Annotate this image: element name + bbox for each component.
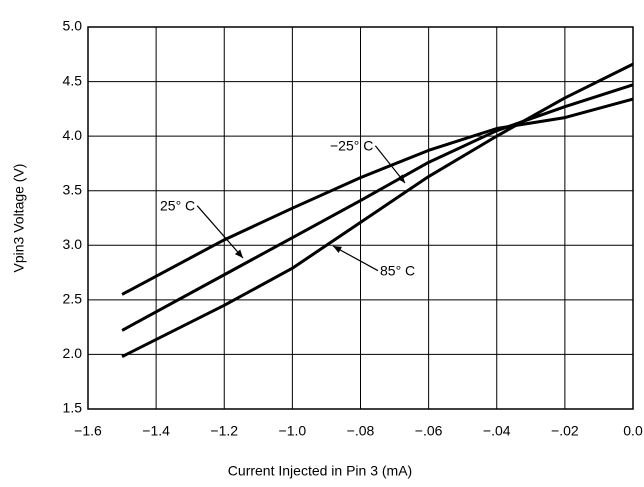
x-tick-label: −1.2 xyxy=(210,423,238,439)
series-label: 25° C xyxy=(160,198,195,214)
y-tick-label: 5.0 xyxy=(63,18,83,34)
x-tick-label: −.04 xyxy=(483,423,511,439)
arrow-head xyxy=(333,246,342,254)
x-tick-label: −.08 xyxy=(347,423,375,439)
arrow-head xyxy=(234,249,243,258)
x-tick-label: 0.0 xyxy=(623,423,643,439)
series-line xyxy=(121,83,634,332)
y-tick-label: 3.0 xyxy=(63,236,83,252)
plot-frame xyxy=(87,26,634,410)
x-tick-label: −1.6 xyxy=(74,423,102,439)
series-line xyxy=(121,62,634,358)
y-tick-label: 4.0 xyxy=(63,127,83,143)
annotation-arrow xyxy=(196,205,244,259)
x-tick-label: −.02 xyxy=(551,423,579,439)
y-tick-label: 2.0 xyxy=(63,345,83,361)
series-label: −25° C xyxy=(330,138,373,154)
series-label: 85° C xyxy=(380,263,415,279)
annotation-arrow xyxy=(332,245,379,272)
y-tick-label: 2.5 xyxy=(63,291,83,307)
series-line xyxy=(121,97,634,296)
x-tick-label: −.06 xyxy=(415,423,443,439)
x-tick-label: −1.4 xyxy=(142,423,170,439)
y-axis-label: Vpin3 Voltage (V) xyxy=(11,164,27,273)
y-tick-label: 3.5 xyxy=(63,181,83,197)
y-tick-label: 1.5 xyxy=(63,400,83,416)
y-tick-label: 4.5 xyxy=(63,72,83,88)
x-axis-label: Current Injected in Pin 3 (mA) xyxy=(228,463,412,479)
x-tick-label: −1.0 xyxy=(279,423,307,439)
